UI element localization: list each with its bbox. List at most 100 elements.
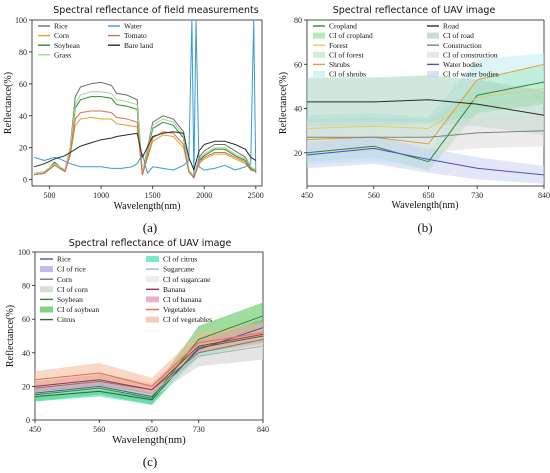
chart-b-ytick-label: 60 bbox=[294, 60, 302, 69]
chart-b-legend-item-ci-of-shrubs: CI of shrubs bbox=[313, 70, 366, 79]
chart-c-legend-item-banana: Banana bbox=[146, 285, 186, 294]
chart-c-line-citrus bbox=[34, 335, 264, 401]
chart-a-ytick-label: 60 bbox=[19, 80, 27, 89]
chart-c-legend-item-sugarcane: Sugarcane bbox=[146, 265, 195, 274]
chart-a-legend-item-water: Water bbox=[108, 22, 142, 31]
chart-c-legend-swatch bbox=[40, 286, 53, 293]
chart-panel-b: Spectral reflectance of UAV image 450 560… bbox=[278, 5, 550, 235]
chart-c-ytick-label: 80 bbox=[22, 282, 30, 291]
chart-c-ytick-label: 20 bbox=[22, 382, 30, 391]
chart-a-ylabel: Reflectance(%) bbox=[3, 72, 14, 134]
chart-a-line-tomato bbox=[34, 110, 256, 179]
chart-b-legend-item-road: Road bbox=[427, 22, 459, 31]
chart-a-xlabel: Wavelength(nm) bbox=[114, 201, 181, 212]
chart-b-caption: (b) bbox=[417, 220, 432, 235]
chart-c-xtick-label: 840 bbox=[257, 425, 269, 434]
chart-a-legend-item-soybean: Soybean bbox=[38, 41, 80, 50]
chart-c-legend-label: CI of vegetables bbox=[163, 315, 212, 324]
chart-b-xtick-label: 450 bbox=[301, 191, 313, 200]
chart-b-line-road bbox=[307, 99, 545, 116]
chart-c-legend-label: CI of sugarcane bbox=[163, 275, 211, 284]
chart-b-legend-item-cropland: Cropland bbox=[313, 22, 357, 31]
chart-b-legend-label: CI of road bbox=[443, 31, 474, 40]
chart-b-line-construction bbox=[307, 130, 545, 138]
chart-c-line-sugarcane bbox=[34, 345, 264, 394]
chart-a-legend-item-corn: Corn bbox=[38, 31, 69, 40]
chart-b-xtick-label: 560 bbox=[368, 191, 380, 200]
chart-c-band-ci-of-soybean bbox=[35, 302, 263, 405]
chart-c-legend-label: Citrus bbox=[57, 315, 75, 324]
chart-c-ytick-label: 40 bbox=[22, 349, 30, 358]
chart-a-legend-label: Grass bbox=[54, 50, 71, 59]
chart-c-xtick-label: 450 bbox=[29, 425, 41, 434]
chart-c-legend-item-citrus: Citrus bbox=[40, 315, 75, 324]
chart-panel-a: Spectral reflectance of field measuremen… bbox=[3, 5, 264, 235]
chart-c-legend-swatch bbox=[40, 306, 53, 313]
chart-c-legend-label: Vegetables bbox=[163, 305, 196, 314]
chart-a-ytick-label: 0 bbox=[23, 176, 27, 185]
chart-b-legend-swatch bbox=[313, 51, 325, 58]
chart-b-ytick-label: 20 bbox=[294, 149, 302, 158]
chart-c-legend-item-vegetables: Vegetables bbox=[146, 305, 196, 314]
chart-c-ylabel: Reflectance(%) bbox=[5, 305, 16, 367]
chart-b-legend-label: CI of cropland bbox=[329, 31, 373, 40]
chart-a-legend-label: Soybean bbox=[54, 41, 80, 50]
chart-a-line-water bbox=[33, 19, 257, 177]
chart-a-line-grass bbox=[34, 91, 257, 177]
chart-c-line-soybean bbox=[34, 315, 264, 399]
chart-b-line-cropland bbox=[306, 81, 545, 163]
chart-c-legend-label: CI of banana bbox=[163, 295, 202, 304]
chart-b-legend-label: Shrubs bbox=[329, 60, 350, 69]
chart-b-xtick-label: 840 bbox=[538, 191, 550, 200]
chart-b-legend-label: Forest bbox=[329, 41, 349, 50]
chart-c-line-banana bbox=[34, 333, 264, 391]
chart-c-ytick-label: 0 bbox=[26, 416, 30, 425]
chart-b-legend-swatch bbox=[427, 71, 439, 77]
chart-b-xlabel: Wavelength(nm) bbox=[392, 200, 459, 211]
chart-c-xtick-label: 730 bbox=[193, 425, 205, 434]
chart-a-xtick-label: 500 bbox=[44, 191, 56, 200]
chart-c-legend-swatch bbox=[146, 316, 159, 323]
chart-c-xtick-label: 650 bbox=[146, 425, 158, 434]
chart-c-legend-item-soybean: Soybean bbox=[40, 295, 83, 304]
chart-a-legend-item-rice: Rice bbox=[38, 22, 68, 31]
chart-c-legend-label: Rice bbox=[57, 255, 71, 264]
chart-a-xtick-label: 1500 bbox=[145, 191, 161, 200]
chart-b-line-shrubs bbox=[306, 63, 545, 145]
chart-b-title: Spectral reflectance of UAV image bbox=[333, 5, 496, 16]
chart-a-ytick-label: 80 bbox=[19, 48, 27, 57]
chart-a-line-bare-land bbox=[33, 131, 257, 171]
chart-c-line-vegetables bbox=[34, 332, 264, 387]
chart-c-legend-label: CI of rice bbox=[57, 265, 86, 274]
chart-c-title: Spectral reflectance of UAV image bbox=[69, 238, 232, 249]
chart-a-ytick-label: 20 bbox=[19, 144, 27, 153]
chart-b-legend-item-construction: Construction bbox=[427, 41, 482, 50]
chart-c-xlabel: Wavelength(nm) bbox=[112, 434, 186, 446]
chart-c-legend-item-ci-of-rice: CI of rice bbox=[40, 265, 86, 274]
chart-c-caption: (c) bbox=[143, 454, 157, 469]
chart-c-legend-label: Banana bbox=[163, 285, 186, 294]
chart-b-xtick-label: 730 bbox=[471, 191, 483, 200]
chart-b-xtick-label: 650 bbox=[423, 191, 435, 200]
chart-b-legend-item-ci-of-forest: CI of forest bbox=[313, 50, 364, 59]
chart-a-legend-label: Water bbox=[124, 22, 142, 31]
chart-c-legend-item-ci-of-banana: CI of banana bbox=[146, 295, 202, 304]
chart-c-ytick-label: 60 bbox=[22, 315, 30, 324]
chart-c-legend-item-ci-of-vegetables: CI of vegetables bbox=[146, 315, 212, 324]
chart-a-legend-item-bare-land: Bare land bbox=[108, 41, 153, 50]
chart-b-legend-label: Cropland bbox=[329, 22, 357, 31]
chart-b-ytick-label: 40 bbox=[294, 105, 302, 114]
chart-c-legend-swatch bbox=[146, 276, 159, 283]
chart-c-legend-label: Soybean bbox=[57, 295, 83, 304]
chart-b-legend-swatch bbox=[313, 32, 325, 39]
chart-a-ytick-label: 40 bbox=[19, 112, 27, 121]
chart-c-ytick-label: 100 bbox=[18, 248, 30, 257]
chart-c-legend-label: CI of citrus bbox=[163, 255, 197, 264]
chart-b-legend-item-shrubs: Shrubs bbox=[313, 60, 350, 69]
chart-b-line-water-bodies bbox=[306, 147, 545, 176]
chart-c-legend-item-ci-of-citrus: CI of citrus bbox=[146, 255, 197, 264]
chart-a-legend-item-tomato: Tomato bbox=[108, 31, 147, 40]
chart-b-line-forest bbox=[306, 88, 545, 129]
chart-b-legend-label: CI of water bodies bbox=[443, 70, 499, 79]
